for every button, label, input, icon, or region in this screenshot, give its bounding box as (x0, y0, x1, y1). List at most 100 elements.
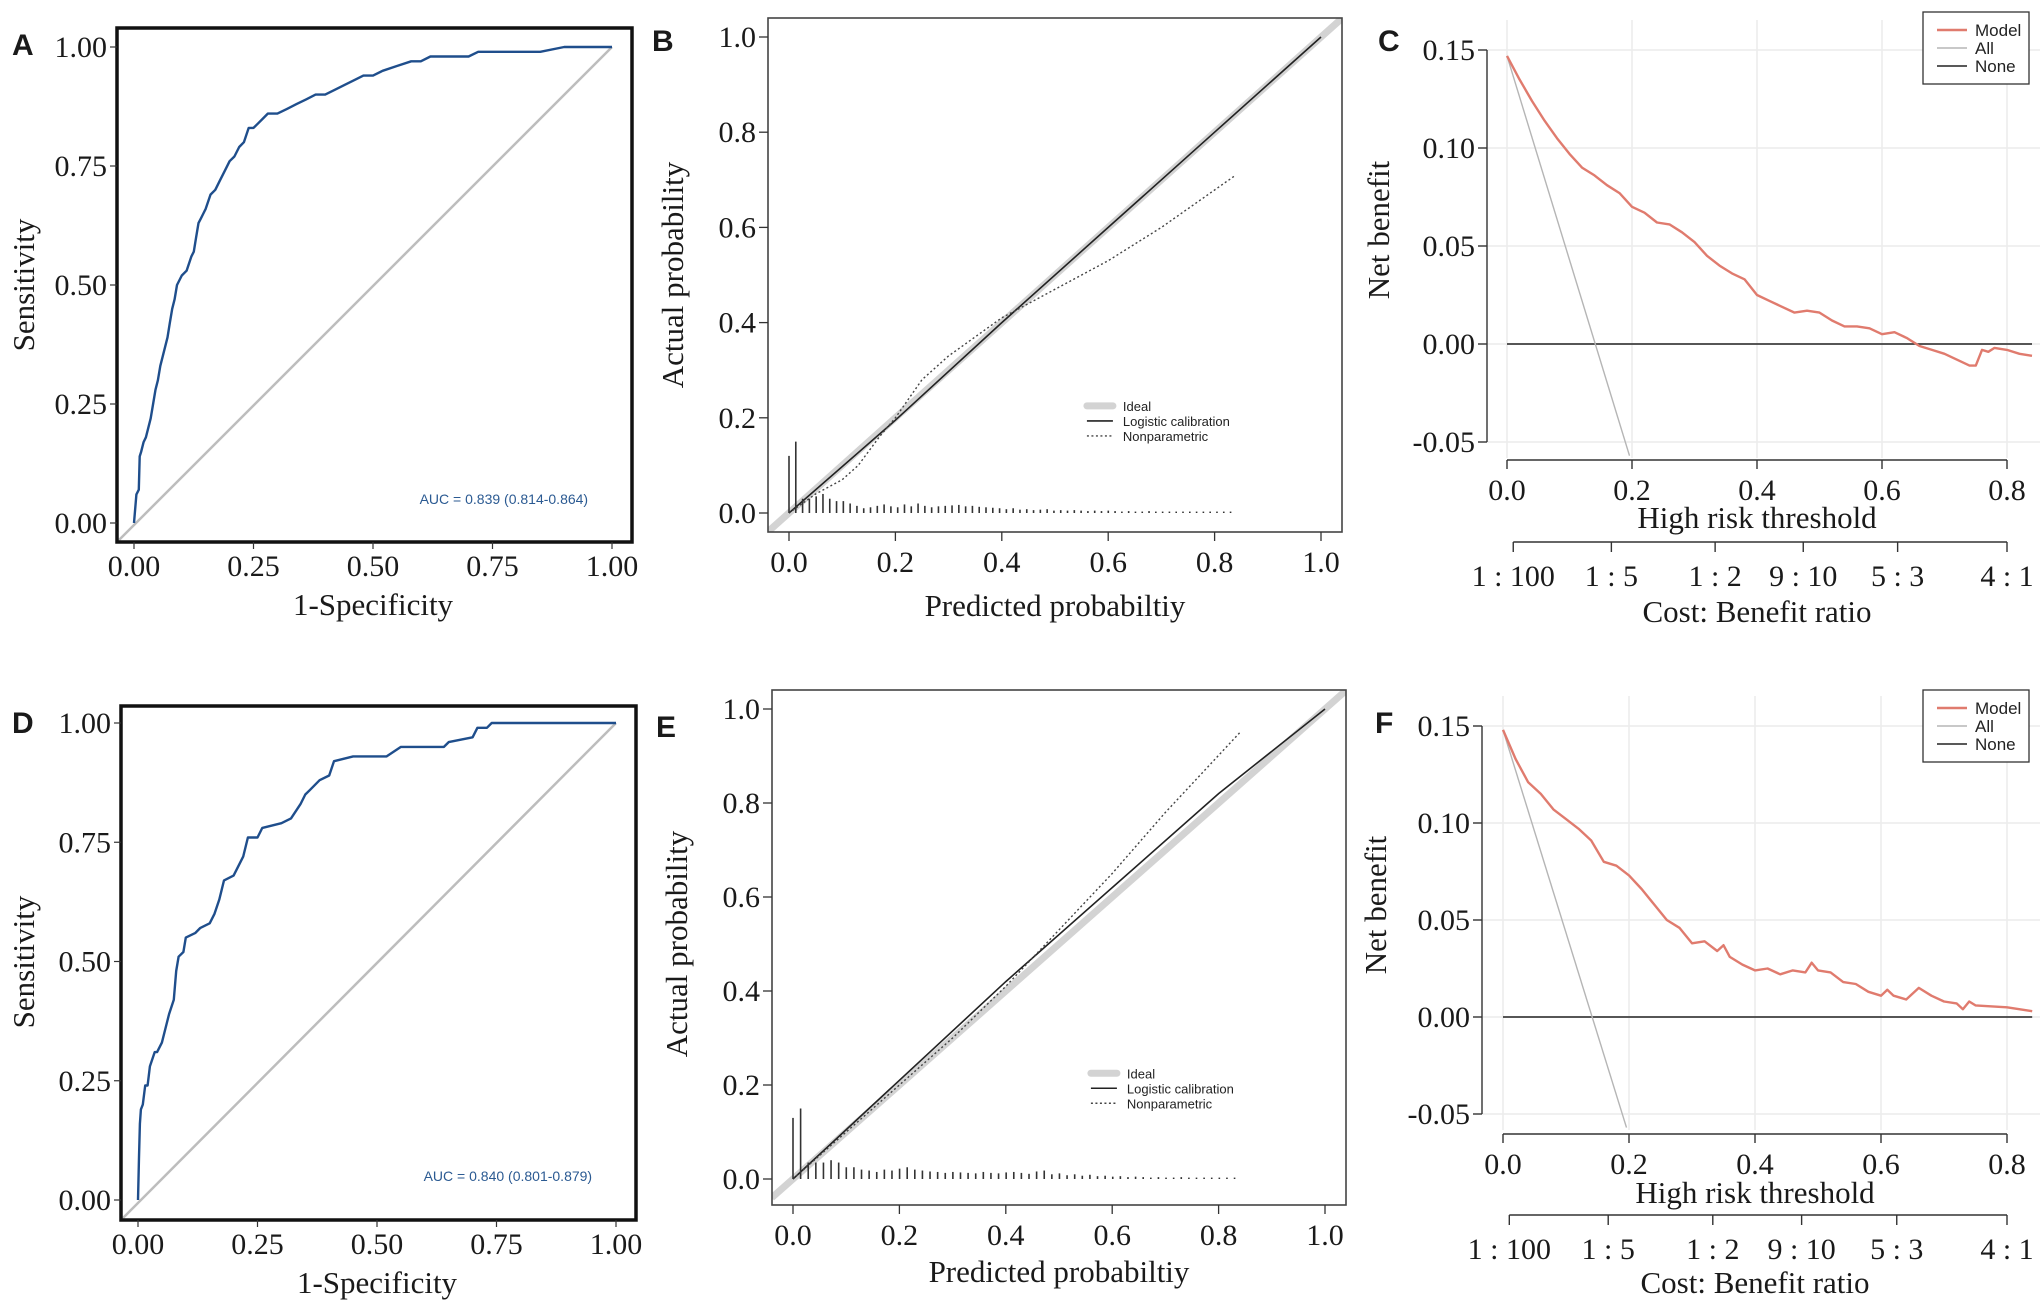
y-tick-label: 0.00 (55, 507, 108, 540)
plot-area (768, 18, 1342, 532)
x-tick-label: 0.0 (1488, 474, 1526, 507)
x-tick-label: 0.25 (231, 1228, 284, 1261)
roc-curve (132, 45, 612, 524)
cost-benefit-tick-label: 1 : 100 (1472, 560, 1555, 593)
x-tick-label: 0.4 (983, 546, 1021, 579)
y-tick-label: 1.0 (723, 693, 761, 726)
y-tick-label: 0.10 (1418, 807, 1471, 840)
x-tick-label: 0.2 (1610, 1148, 1648, 1181)
y-tick-label: 1.0 (719, 21, 757, 54)
y-tick-label: 0.2 (723, 1069, 761, 1102)
y-tick-label: 0.00 (1418, 1001, 1471, 1034)
nonparametric-line (792, 732, 1241, 1180)
cost-benefit-tick-label: 5 : 3 (1871, 560, 1924, 593)
x-tick-label: 0.75 (466, 550, 519, 583)
cost-benefit-axis-title: Cost: Benefit ratio (1640, 1265, 1869, 1300)
panel-letter: F (1375, 707, 1393, 740)
plot-frame (767, 17, 1343, 533)
x-tick-label: 0.50 (351, 1228, 404, 1261)
y-tick-label: 0.4 (723, 975, 761, 1008)
panel-f: F -0.05 0.00 0.05 0.10 0.15 0.0 0.2 0.4 0.6 0.8 Hig… (1358, 689, 2040, 1300)
legend-label: All (1975, 717, 1994, 736)
cost-benefit-axis-title: Cost: Benefit ratio (1642, 594, 1871, 629)
plot-frame (119, 704, 638, 1222)
cost-benefit-tick-label: 1 : 5 (1582, 1233, 1635, 1266)
all-line (1506, 55, 1631, 456)
y-tick-label: 0.10 (1423, 132, 1476, 165)
model-line (1501, 729, 2033, 1013)
cost-benefit-tick-label: 1 : 100 (1468, 1233, 1551, 1266)
panel-a: A 0.00 0.25 0.50 0.75 1.00 0.00 0.25 0.50 0.75 1.0… (6, 26, 639, 622)
y-tick-label: 0.0 (723, 1163, 761, 1196)
x-tick-label: 0.25 (227, 550, 280, 583)
y-tick-label: 0.6 (723, 881, 761, 914)
panel-d: D 0.00 0.25 0.50 0.75 1.00 0.00 0.25 0.50 0.75 1.0… (6, 704, 643, 1300)
x-axis-title: 1-Specificity (293, 587, 454, 622)
x-tick-label: 0.6 (1862, 1148, 1900, 1181)
cost-benefit-tick-label: 1 : 5 (1585, 560, 1638, 593)
y-tick-label: 0.4 (719, 307, 757, 340)
y-tick-label: 0.6 (719, 211, 757, 244)
x-tick-label: 0.8 (1988, 1148, 2026, 1181)
y-tick-label: 1.00 (55, 31, 108, 64)
panel-b: B 0.0 0.2 0.4 0.6 0.8 1.0 0.0 0.2 0.4 0.6 0.8 1.0 Pre… (652, 17, 1343, 623)
y-tick-label: 0.75 (59, 826, 112, 859)
panel-c: C -0.05 0.00 0.05 0.10 0.15 0.0 0.2 0.4 0.6 0.8 Hig… (1361, 11, 2040, 629)
panel-letter: B (652, 25, 674, 58)
y-axis-title: Net benefit (1361, 160, 1396, 299)
x-tick-label: 0.2 (881, 1219, 919, 1252)
x-tick-label: 0.8 (1200, 1219, 1238, 1252)
y-tick-label: 0.15 (1423, 34, 1476, 67)
panel-letter: E (656, 711, 676, 744)
y-axis-title: Actual probability (655, 161, 690, 388)
model-line (1505, 55, 2033, 367)
panel-e: E 0.0 0.2 0.4 0.6 0.8 1.0 0.0 0.2 0.4 0.6 0.8 1.0 Pre… (656, 689, 1347, 1289)
legend-label: Model (1975, 699, 2021, 718)
cost-benefit-tick-label: 1 : 2 (1688, 560, 1741, 593)
x-axis-title: 1-Specificity (297, 1265, 458, 1300)
x-tick-label: 0.75 (470, 1228, 523, 1261)
y-tick-label: 0.15 (1418, 710, 1471, 743)
legend-label: None (1975, 57, 2016, 76)
y-tick-label: 0.05 (1418, 904, 1471, 937)
x-tick-label: 0.6 (1089, 546, 1127, 579)
reference-line (118, 46, 613, 541)
legend-label: Ideal (1123, 399, 1151, 414)
x-tick-label: 0.0 (770, 546, 808, 579)
legend-label: Logistic calibration (1127, 1081, 1234, 1096)
x-tick-label: 0.4 (987, 1219, 1025, 1252)
x-tick-label: 0.8 (1196, 546, 1234, 579)
y-axis-title: Actual probability (659, 830, 694, 1057)
x-tick-label: 1.00 (586, 550, 639, 583)
legend-label: Model (1975, 21, 2021, 40)
reference-line (122, 722, 617, 1219)
panel-letter: A (12, 29, 34, 62)
y-tick-label: 0.00 (1423, 328, 1476, 361)
y-tick-label: 0.0 (719, 497, 757, 530)
legend-label: Nonparametric (1127, 1096, 1213, 1111)
cost-benefit-tick-label: 4 : 1 (1980, 560, 2033, 593)
x-tick-label: 1.00 (590, 1228, 643, 1261)
y-tick-label: 0.8 (723, 787, 761, 820)
y-tick-label: 0.25 (55, 388, 108, 421)
x-tick-label: 0.00 (112, 1228, 165, 1261)
y-axis-title: Sensitivity (6, 218, 41, 351)
x-tick-label: 0.6 (1863, 474, 1901, 507)
cost-benefit-tick-label: 1 : 2 (1686, 1233, 1739, 1266)
cost-benefit-tick-label: 5 : 3 (1870, 1233, 1923, 1266)
plot-area (772, 690, 1346, 1201)
auc-annotation: AUC = 0.840 (0.801-0.879) (424, 1168, 593, 1184)
x-tick-label: 0.2 (1613, 474, 1651, 507)
legend-label: All (1975, 39, 1994, 58)
x-axis-title: High risk threshold (1637, 500, 1877, 535)
y-axis-title: Sensitivity (6, 895, 41, 1028)
x-tick-label: 0.4 (1736, 1148, 1774, 1181)
y-tick-label: 1.00 (59, 707, 112, 740)
x-axis-title: High risk threshold (1635, 1175, 1875, 1210)
x-tick-label: 0.0 (1484, 1148, 1522, 1181)
